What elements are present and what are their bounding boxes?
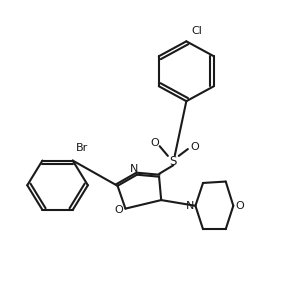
Text: N: N	[186, 201, 194, 211]
Text: Br: Br	[76, 143, 88, 153]
Text: Cl: Cl	[191, 26, 202, 36]
Text: O: O	[191, 142, 199, 152]
Text: O: O	[150, 137, 159, 148]
Text: O: O	[236, 201, 244, 211]
Text: S: S	[170, 154, 177, 168]
Text: O: O	[115, 205, 123, 215]
Text: N: N	[130, 164, 138, 174]
